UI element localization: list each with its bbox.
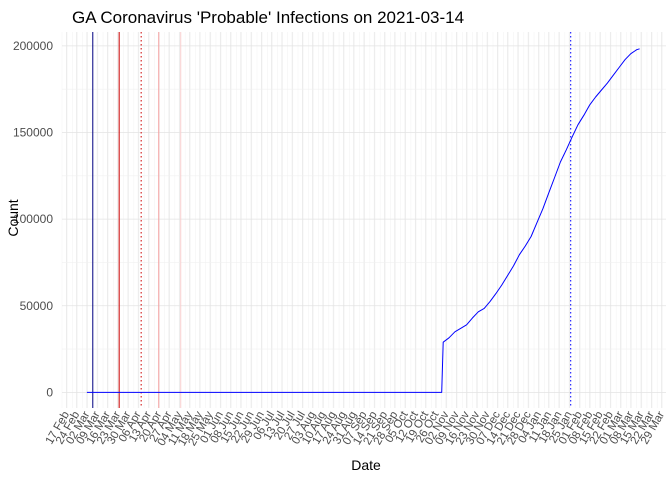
reference-lines [92,32,572,408]
y-tick-label: 0 [46,385,53,399]
series-layer [86,48,640,393]
y-axis-ticks: 0 50000 100000 150000 200000 [13,39,53,400]
series-line [86,48,640,393]
y-axis-title: Count [5,199,21,236]
x-axis-title: Date [351,457,381,473]
y-tick-label: 50000 [20,299,54,313]
y-tick-label: 100000 [13,212,53,226]
y-tick-label: 150000 [13,125,53,139]
chart-title: GA Coronavirus 'Probable' Infections on … [72,8,464,27]
grid [61,32,666,408]
y-tick-label: 200000 [13,39,53,53]
